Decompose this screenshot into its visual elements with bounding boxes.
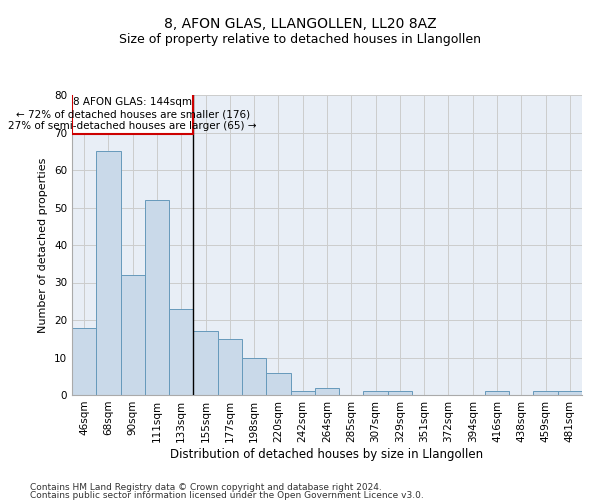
Bar	[290, 391, 315, 395]
Text: 8 AFON GLAS: 144sqm: 8 AFON GLAS: 144sqm	[73, 97, 192, 107]
Text: Size of property relative to detached houses in Llangollen: Size of property relative to detached ho…	[119, 32, 481, 46]
Text: Contains HM Land Registry data © Crown copyright and database right 2024.: Contains HM Land Registry data © Crown c…	[30, 484, 382, 492]
Bar	[364, 391, 388, 395]
Bar	[558, 391, 582, 395]
Bar	[388, 391, 412, 395]
Bar	[193, 331, 218, 395]
Bar	[121, 275, 145, 395]
Bar	[72, 93, 193, 134]
Bar	[266, 372, 290, 395]
Bar	[315, 388, 339, 395]
Bar	[72, 328, 96, 395]
Y-axis label: Number of detached properties: Number of detached properties	[38, 158, 49, 332]
Text: 27% of semi-detached houses are larger (65) →: 27% of semi-detached houses are larger (…	[8, 121, 257, 131]
Text: 8, AFON GLAS, LLANGOLLEN, LL20 8AZ: 8, AFON GLAS, LLANGOLLEN, LL20 8AZ	[164, 18, 436, 32]
Bar	[485, 391, 509, 395]
X-axis label: Distribution of detached houses by size in Llangollen: Distribution of detached houses by size …	[170, 448, 484, 460]
Bar	[96, 151, 121, 395]
Bar	[218, 339, 242, 395]
Bar	[169, 308, 193, 395]
Text: Contains public sector information licensed under the Open Government Licence v3: Contains public sector information licen…	[30, 491, 424, 500]
Bar	[145, 200, 169, 395]
Bar	[242, 358, 266, 395]
Text: ← 72% of detached houses are smaller (176): ← 72% of detached houses are smaller (17…	[16, 110, 250, 120]
Bar	[533, 391, 558, 395]
